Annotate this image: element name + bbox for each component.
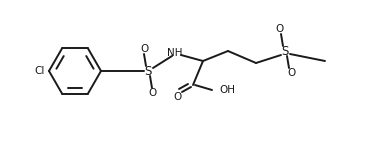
Text: O: O [140, 44, 148, 54]
Text: O: O [148, 88, 156, 98]
Text: O: O [173, 92, 181, 102]
Text: OH: OH [219, 85, 235, 95]
Text: O: O [275, 24, 283, 34]
Text: O: O [287, 68, 295, 78]
Text: Cl: Cl [35, 66, 45, 76]
Text: NH: NH [167, 48, 183, 58]
Text: S: S [281, 45, 289, 58]
Text: S: S [144, 65, 152, 78]
